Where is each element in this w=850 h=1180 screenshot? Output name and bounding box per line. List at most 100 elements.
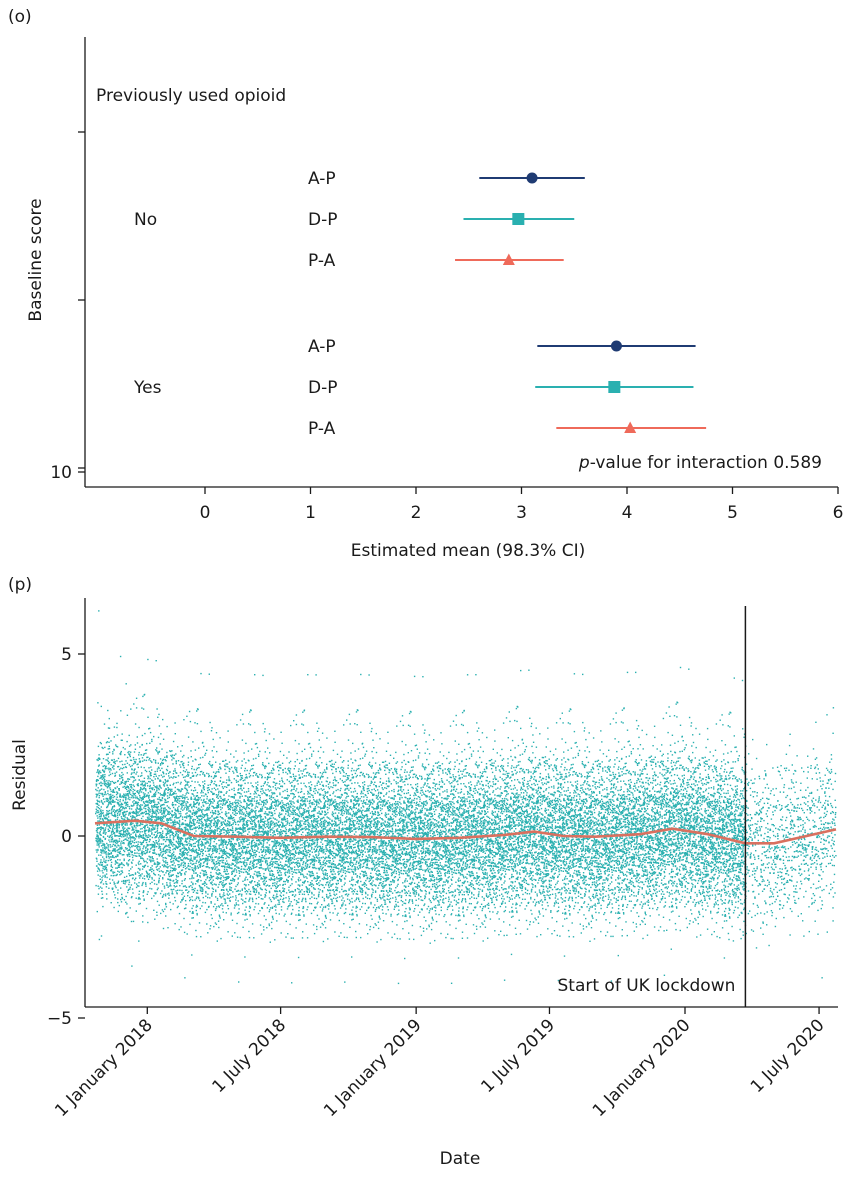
residual-point: [115, 745, 118, 748]
residual-point: [181, 818, 184, 820]
residual-point: [122, 746, 124, 749]
residual-point: [133, 703, 135, 705]
residual-point: [218, 846, 220, 848]
residual-point: [217, 857, 219, 859]
residual-point: [178, 840, 180, 843]
residual-point: [233, 859, 235, 862]
residual-point: [173, 867, 175, 870]
residual-point: [186, 812, 188, 814]
residual-point: [191, 917, 193, 919]
residual-point: [201, 790, 203, 792]
residual-point: [140, 823, 142, 825]
residual-point: [237, 852, 240, 855]
residual-point: [136, 811, 138, 813]
residual-point: [209, 841, 212, 843]
residual-point: [241, 777, 244, 779]
residual-point: [150, 774, 152, 777]
residual-point: [172, 839, 175, 841]
residual-point: [145, 813, 147, 815]
residual-point: [178, 856, 180, 858]
residual-point: [150, 815, 152, 817]
residual-point: [150, 791, 152, 793]
residual-point: [121, 771, 123, 774]
residual-point: [235, 823, 237, 826]
residual-point: [110, 852, 112, 854]
residual-point: [207, 850, 209, 852]
residual-point: [193, 858, 195, 860]
residual-point: [202, 889, 204, 891]
residual-point: [98, 773, 100, 775]
residual-point: [232, 770, 234, 773]
residual-point: [118, 825, 120, 827]
residual-point: [107, 853, 109, 856]
residual-point: [192, 809, 195, 811]
residual-point: [128, 827, 131, 830]
residual-point: [132, 859, 134, 861]
residual-point: [236, 771, 238, 773]
residual-point: [230, 882, 233, 884]
residual-point: [246, 805, 248, 808]
residual-point: [241, 784, 243, 786]
residual-point: [140, 783, 142, 786]
residual-point: [190, 756, 192, 758]
residual-point: [211, 766, 213, 768]
residual-point: [170, 844, 173, 846]
residual-point: [126, 801, 129, 803]
residual-point: [143, 866, 145, 868]
residual-point: [135, 897, 137, 899]
residual-point: [194, 866, 197, 868]
residual-point: [166, 882, 168, 884]
residual-point: [174, 900, 177, 902]
residual-point: [96, 860, 98, 862]
residual-point: [151, 825, 153, 827]
residual-point: [105, 785, 107, 787]
residual-point: [230, 849, 232, 851]
residual-point: [246, 791, 248, 793]
residual-point: [226, 860, 228, 862]
residual-point: [224, 866, 226, 869]
residual-point: [102, 897, 104, 899]
residual-point: [169, 878, 171, 881]
residual-point: [212, 777, 215, 779]
residual-point: [144, 810, 147, 813]
residual-point: [195, 906, 197, 908]
residual-point: [122, 795, 125, 798]
residual-point: [162, 871, 164, 873]
residual-point: [121, 840, 123, 842]
residual-point: [182, 823, 184, 825]
residual-point: [161, 896, 164, 898]
residual-point: [217, 823, 219, 825]
residual-point: [125, 803, 127, 805]
residual-point: [189, 818, 191, 820]
residual-point: [200, 862, 202, 864]
residual-point: [239, 828, 241, 830]
residual-point: [172, 806, 175, 809]
residual-point: [125, 838, 127, 840]
residual-point: [108, 741, 110, 743]
residual-point: [246, 878, 249, 881]
residual-point: [189, 814, 191, 817]
residual-point: [234, 793, 236, 795]
residual-point: [113, 791, 115, 793]
residual-point: [177, 810, 179, 813]
residual-point: [242, 806, 244, 809]
residual-point: [210, 775, 213, 778]
residual-point: [122, 833, 125, 836]
residual-point: [242, 913, 244, 916]
residual-point: [165, 902, 167, 905]
residual-point: [213, 883, 216, 885]
residual-point: [180, 865, 182, 867]
residual-point: [209, 928, 211, 930]
residual-point: [239, 832, 242, 834]
residual-point: [218, 839, 220, 842]
residual-point: [133, 758, 135, 761]
residual-point: [221, 903, 223, 905]
residual-point: [183, 762, 185, 764]
residual-point: [147, 792, 150, 794]
residual-point: [97, 807, 100, 809]
residual-point: [104, 868, 107, 870]
residual-point: [121, 803, 124, 806]
residual-point: [206, 866, 208, 868]
residual-point: [123, 794, 125, 797]
residual-point: [125, 881, 127, 883]
